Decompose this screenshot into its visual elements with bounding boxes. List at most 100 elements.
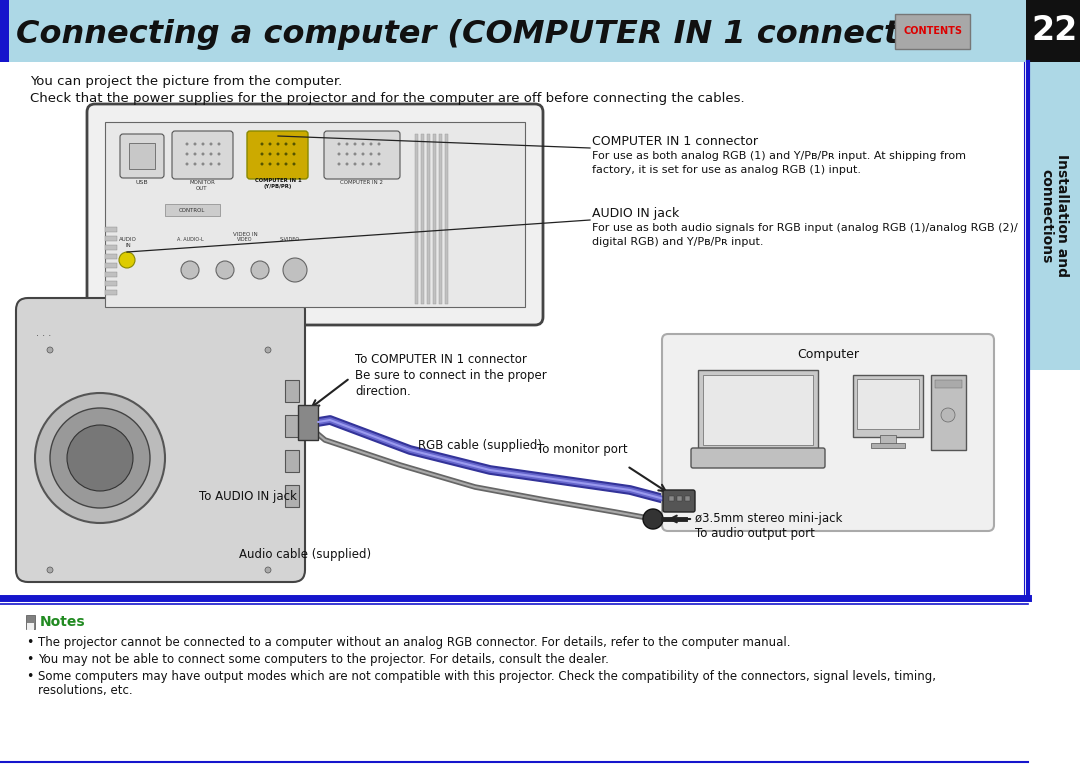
FancyBboxPatch shape [324, 131, 400, 179]
Bar [698, 370, 818, 452]
Bar [421, 134, 424, 304]
Circle shape [369, 153, 373, 156]
Circle shape [186, 143, 189, 145]
Bar [285, 450, 299, 472]
Text: Notes: Notes [40, 615, 85, 629]
Bar [105, 281, 117, 286]
Circle shape [217, 163, 220, 166]
Text: CONTROL: CONTROL [179, 208, 205, 212]
Bar [105, 236, 117, 241]
Bar [298, 405, 318, 440]
Circle shape [216, 261, 234, 279]
Circle shape [217, 153, 220, 156]
Circle shape [265, 347, 271, 353]
FancyBboxPatch shape [16, 298, 305, 582]
Bar [1026, 0, 1080, 62]
Text: VIDEO: VIDEO [238, 237, 253, 242]
Text: •: • [26, 653, 33, 666]
Circle shape [276, 163, 280, 166]
Bar [880, 435, 896, 445]
Circle shape [362, 163, 365, 166]
FancyBboxPatch shape [691, 448, 825, 468]
Circle shape [337, 143, 340, 145]
Circle shape [119, 252, 135, 268]
Text: Computer: Computer [797, 348, 859, 361]
Circle shape [369, 143, 373, 145]
Circle shape [269, 143, 271, 145]
Bar [703, 375, 813, 445]
Text: direction.: direction. [355, 385, 410, 398]
Circle shape [217, 143, 220, 145]
Text: COMPUTER IN 1 connector: COMPUTER IN 1 connector [592, 135, 758, 148]
Bar [129, 143, 156, 169]
Circle shape [265, 567, 271, 573]
Text: To COMPUTER IN 1 connector: To COMPUTER IN 1 connector [355, 353, 527, 366]
Bar [285, 485, 299, 507]
Circle shape [293, 143, 296, 145]
Circle shape [210, 143, 213, 145]
Circle shape [353, 143, 356, 145]
Circle shape [284, 163, 287, 166]
Text: resolutions, etc.: resolutions, etc. [38, 684, 133, 697]
Text: Connecting a computer (COMPUTER IN 1 connector): Connecting a computer (COMPUTER IN 1 con… [16, 19, 951, 50]
Bar [105, 272, 117, 277]
Circle shape [337, 153, 340, 156]
Text: 22: 22 [1031, 15, 1077, 47]
Bar [0, 0, 9, 62]
Circle shape [284, 153, 287, 156]
Text: AUDIO
IN: AUDIO IN [119, 237, 137, 248]
Text: To monitor port: To monitor port [538, 443, 627, 456]
Text: VIDEO IN: VIDEO IN [232, 232, 257, 237]
Circle shape [293, 153, 296, 156]
Bar [931, 375, 966, 450]
Circle shape [337, 163, 340, 166]
Text: digital RGB) and Y/Pʙ/Pʀ input.: digital RGB) and Y/Pʙ/Pʀ input. [592, 237, 764, 247]
FancyBboxPatch shape [247, 131, 308, 179]
Circle shape [284, 143, 287, 145]
Circle shape [269, 153, 271, 156]
Text: For use as both analog RGB (1) and Y/Pʙ/Pʀ input. At shipping from: For use as both analog RGB (1) and Y/Pʙ/… [592, 151, 966, 161]
Text: COMPUTER IN 2: COMPUTER IN 2 [340, 180, 383, 185]
Text: USB: USB [136, 180, 148, 185]
Text: COMPUTER IN 1
(Y/PB/PR): COMPUTER IN 1 (Y/PB/PR) [255, 178, 301, 189]
Circle shape [48, 347, 53, 353]
Circle shape [346, 153, 349, 156]
Circle shape [643, 509, 663, 529]
Bar [165, 204, 220, 216]
Bar [1028, 62, 1080, 370]
Bar [858, 379, 919, 429]
FancyBboxPatch shape [662, 334, 994, 531]
Circle shape [362, 153, 365, 156]
Circle shape [202, 153, 204, 156]
Text: To audio output port: To audio output port [696, 527, 815, 540]
Bar [445, 134, 448, 304]
Circle shape [353, 153, 356, 156]
Circle shape [260, 153, 264, 156]
Circle shape [353, 163, 356, 166]
Text: RGB cable (supplied): RGB cable (supplied) [418, 439, 542, 452]
Circle shape [50, 408, 150, 508]
Circle shape [369, 163, 373, 166]
Bar [105, 227, 117, 232]
Circle shape [48, 567, 53, 573]
Bar [853, 375, 923, 437]
Circle shape [283, 258, 307, 282]
Text: •: • [26, 636, 33, 649]
Text: Audio cable (supplied): Audio cable (supplied) [239, 548, 372, 561]
Text: You can project the picture from the computer.: You can project the picture from the com… [30, 75, 342, 88]
Circle shape [181, 261, 199, 279]
Text: Installation and
connections: Installation and connections [1039, 154, 1069, 277]
Circle shape [193, 143, 197, 145]
Text: Check that the power supplies for the projector and for the computer are off bef: Check that the power supplies for the pr… [30, 92, 744, 105]
Circle shape [269, 163, 271, 166]
Circle shape [193, 153, 197, 156]
Bar [685, 496, 690, 501]
Bar [935, 380, 962, 388]
Text: To AUDIO IN jack: To AUDIO IN jack [199, 490, 297, 503]
Circle shape [260, 163, 264, 166]
Text: Some computers may have output modes which are not compatible with this projecto: Some computers may have output modes whi… [38, 670, 936, 683]
Circle shape [346, 143, 349, 145]
Text: S-VIDEO: S-VIDEO [280, 237, 300, 242]
Text: A. AUDIO-L: A. AUDIO-L [177, 237, 203, 242]
Bar [415, 134, 418, 304]
